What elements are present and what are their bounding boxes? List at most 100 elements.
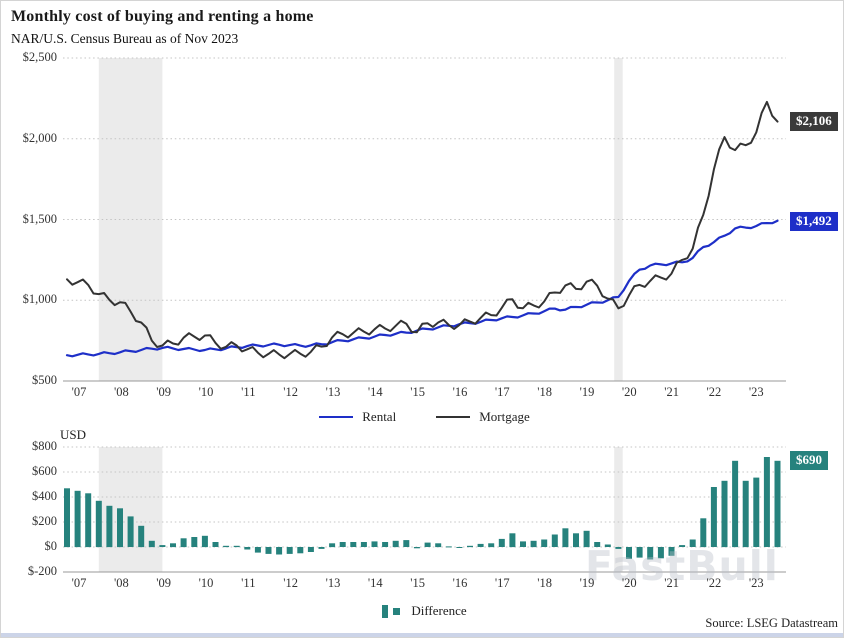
recession-band (614, 447, 623, 572)
x-tick-label: '08 (113, 576, 129, 590)
difference-bar (636, 547, 643, 558)
x-tick-label: '15 (410, 576, 425, 590)
x-tick-label: '08 (113, 385, 129, 399)
difference-bar (244, 547, 251, 550)
difference-bar (710, 487, 717, 547)
x-tick-label: '17 (494, 385, 510, 399)
x-tick-label: '22 (706, 385, 722, 399)
bottom-accent-strip (1, 633, 843, 637)
rental-line-swatch-icon (319, 416, 354, 418)
difference-bar (127, 516, 134, 547)
x-tick-label: '19 (579, 576, 595, 590)
x-tick-label: '16 (452, 385, 468, 399)
difference-bar (657, 547, 664, 559)
difference-bar (392, 540, 399, 548)
y-tick-label: $1,500 (22, 211, 57, 226)
x-tick-label: '20 (621, 385, 637, 399)
difference-bar (604, 544, 611, 547)
difference-bar (297, 547, 304, 554)
difference-bar (233, 545, 240, 548)
line-chart-panel (63, 57, 786, 382)
difference-bar (530, 540, 537, 548)
x-tick-label: '17 (494, 576, 510, 590)
difference-bar (329, 543, 336, 548)
difference-bar (742, 480, 749, 548)
difference-bar (403, 540, 410, 547)
x-tick-label: '21 (664, 385, 679, 399)
difference-bar (700, 518, 707, 548)
x-tick-label: '09 (156, 385, 172, 399)
mortgage-line (66, 100, 779, 360)
difference-bar (95, 500, 102, 548)
y-tick-label: $2,000 (22, 130, 57, 145)
difference-bar (350, 542, 357, 547)
x-tick-label: '19 (579, 385, 595, 399)
difference-bar (541, 539, 548, 547)
difference-end-value-badge: $690 (790, 451, 828, 470)
difference-bar (307, 547, 314, 552)
difference-bar (668, 547, 675, 556)
y-tick-label: $200 (32, 514, 57, 528)
bar-chart-legend: Difference (63, 603, 786, 619)
x-tick-label: '11 (241, 385, 256, 399)
difference-bar (679, 545, 686, 547)
difference-bar (382, 542, 389, 547)
x-tick-label: '18 (537, 385, 552, 399)
top-chart-svg (63, 57, 786, 382)
y-tick-label: $800 (32, 439, 57, 453)
difference-bar (763, 457, 770, 547)
x-tick-label: '10 (198, 576, 214, 590)
legend-item-mortgage: Mortgage (436, 409, 530, 425)
y-tick-label: $600 (32, 464, 57, 478)
difference-bar (201, 535, 208, 548)
chart-subtitle: NAR/U.S. Census Bureau as of Nov 2023 (11, 31, 239, 46)
difference-bar (689, 539, 696, 547)
difference-bar (159, 545, 166, 547)
recession-band (98, 58, 163, 381)
x-tick-label: '07 (71, 576, 87, 590)
difference-bar (520, 541, 526, 547)
difference-bar (170, 543, 176, 548)
difference-bar (562, 528, 569, 548)
legend-label-rental: Rental (362, 409, 397, 424)
x-tick-label: '13 (325, 385, 341, 399)
x-tick-label: '11 (241, 576, 256, 590)
y-tick-label: $-200 (27, 564, 57, 578)
legend-label-difference: Difference (411, 603, 467, 618)
difference-bar (435, 543, 442, 548)
x-tick-label: '15 (410, 385, 425, 399)
bar-chart-panel (63, 446, 786, 573)
chart-title: Monthly cost of buying and renting a hom… (11, 8, 314, 25)
x-tick-label: '18 (537, 576, 552, 590)
difference-bar (339, 542, 346, 547)
x-tick-label: '10 (198, 385, 214, 399)
difference-bar (64, 488, 70, 548)
difference-bar (413, 547, 420, 549)
difference-bar (573, 533, 579, 548)
difference-bar (276, 547, 283, 555)
difference-bar (212, 542, 219, 547)
y-tick-label: $1,000 (22, 292, 57, 307)
difference-bar (254, 547, 261, 553)
difference-bar (445, 546, 452, 548)
bottom-chart-unit-label: USD (60, 427, 87, 442)
difference-bar (74, 490, 81, 548)
difference-bar (223, 545, 230, 548)
difference-bar-swatch-icon (382, 604, 389, 618)
y-tick-label: $2,500 (22, 50, 57, 64)
mortgage-line-swatch-icon (436, 416, 471, 418)
y-tick-label: $400 (32, 489, 57, 503)
y-tick-label: $0 (44, 539, 58, 553)
x-tick-label: '23 (748, 385, 764, 399)
x-tick-label: '21 (664, 576, 679, 590)
difference-bar (424, 542, 431, 547)
y-tick-label: $500 (32, 373, 57, 387)
x-tick-label: '16 (452, 576, 468, 590)
difference-bar (721, 480, 728, 548)
difference-bar (509, 533, 516, 548)
difference-bar (647, 547, 654, 560)
difference-bar (477, 543, 484, 547)
x-tick-label: '07 (71, 385, 87, 399)
rental-line (65, 219, 779, 358)
